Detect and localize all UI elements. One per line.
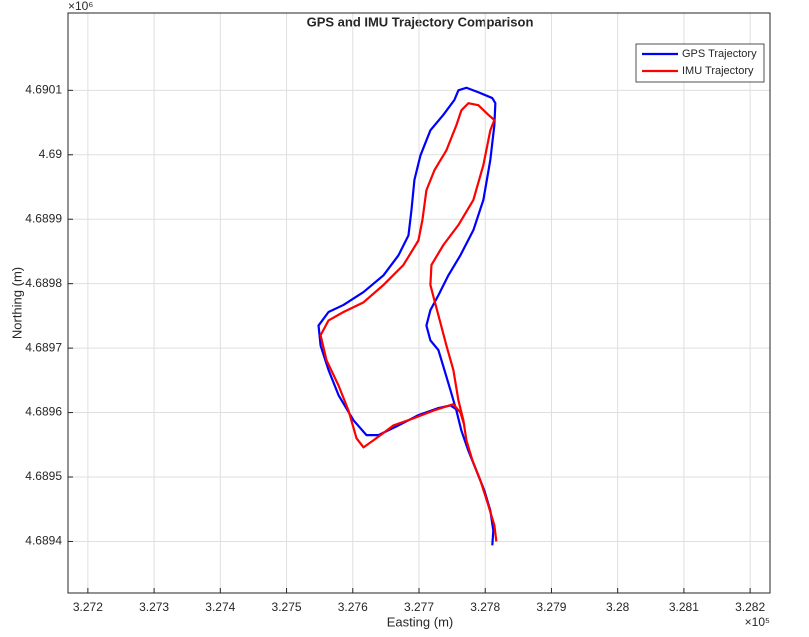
x-exponent: ×10⁵ <box>745 615 770 629</box>
legend-label: GPS Trajectory <box>682 48 757 60</box>
x-tick-label: 3.278 <box>470 600 500 614</box>
trajectory-line <box>317 86 497 546</box>
trajectory-line <box>319 102 498 542</box>
legend-label: IMU Trajectory <box>682 65 754 77</box>
y-tick-label: 4.6894 <box>25 534 62 548</box>
y-tick-label: 4.6895 <box>25 469 62 483</box>
x-tick-label: 3.275 <box>272 600 302 614</box>
legend-box <box>635 43 765 83</box>
x-tick-label: 3.273 <box>139 600 169 614</box>
chart-title: GPS and IMU Trajectory Comparison <box>307 14 534 29</box>
x-tick-label: 3.274 <box>205 600 235 614</box>
legend: GPS Trajectory IMU Trajectory <box>635 43 765 83</box>
y-tick-label: 4.6901 <box>25 83 62 97</box>
y-exponent: ×10⁶ <box>68 0 93 13</box>
x-tick-label: 3.277 <box>404 600 434 614</box>
x-tick-label: 3.276 <box>338 600 368 614</box>
y-tick-label: 4.6899 <box>25 211 62 225</box>
y-tick-label: 4.6896 <box>25 405 62 419</box>
x-tick-label: 3.28 <box>606 600 630 614</box>
y-tick-label: 4.69 <box>39 147 63 161</box>
x-axis-label: Easting (m) <box>387 614 453 629</box>
y-tick-label: 4.6897 <box>25 340 62 354</box>
x-tick-label: 3.272 <box>73 600 103 614</box>
plot-frame <box>67 12 771 594</box>
x-tick-label: 3.282 <box>735 600 765 614</box>
x-tick-label: 3.281 <box>669 600 699 614</box>
x-tick-label: 3.279 <box>536 600 566 614</box>
y-tick-label: 4.6898 <box>25 276 62 290</box>
y-axis-label: Northing (m) <box>9 267 24 339</box>
